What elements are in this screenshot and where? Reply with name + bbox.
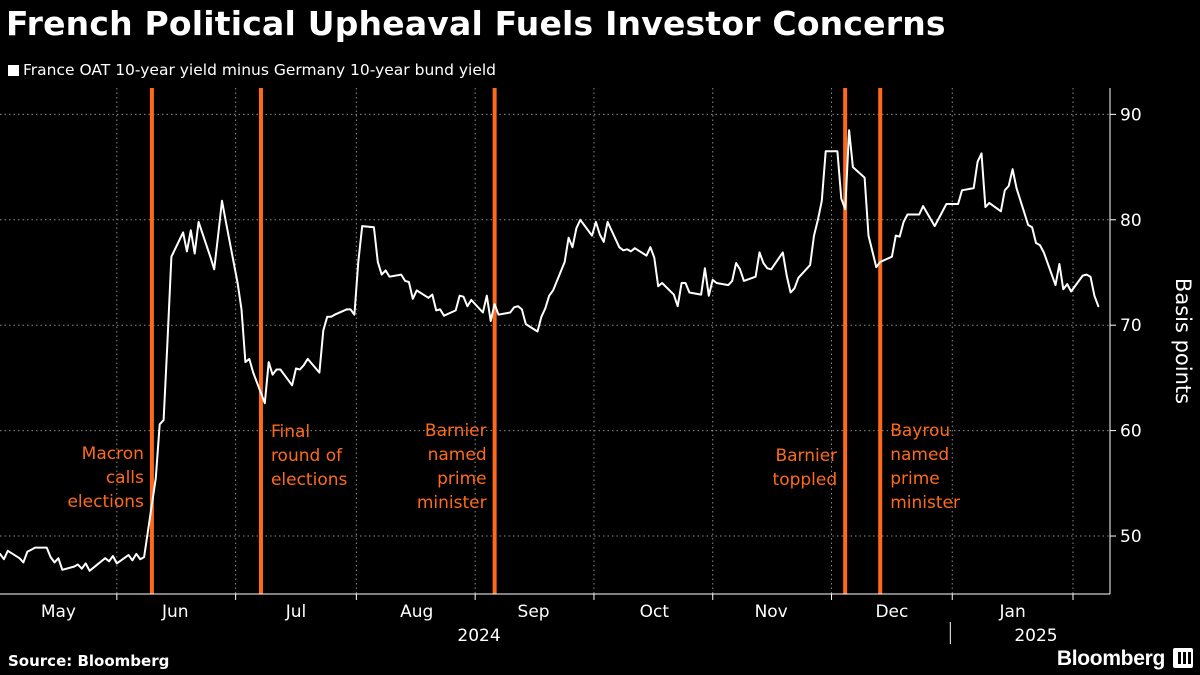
y-tick-label: 80 [1120,211,1142,231]
x-tick-label: Jul [285,602,307,622]
x-tick-label: Jun [161,602,189,622]
brand-wordmark: Bloomberg [1056,647,1165,670]
series-layer [0,129,1100,572]
event-label: Barnier named prime minister [417,421,487,513]
event-label-line: Bayrou [890,421,950,441]
legend-swatch [8,64,19,76]
event-label-line: elections [67,492,144,512]
x-tick-label: Sep [518,602,550,622]
event-label-line: prime [437,469,487,489]
year-label: 2024 [457,626,500,646]
event-label: Barnier toppled [773,446,838,490]
event-label-line: named [890,445,949,465]
event-label-line: toppled [773,470,838,490]
y-tick-label: 70 [1120,316,1142,336]
event-label-line: calls [106,468,144,488]
y-axis-title: Basis points [1171,278,1195,404]
y-tick-label: 50 [1120,527,1142,547]
legend: France OAT 10-year yield minus Germany 1… [8,61,496,79]
year-label: 2025 [1014,626,1057,646]
event-label-line: prime [890,469,940,489]
x-tick-label: Aug [400,602,433,622]
event-layer: Macron calls elections Final round of electio… [67,88,960,594]
brand-logo-icon [1173,648,1193,668]
axis-layer: 50 60 70 80 90 May Jun Jul Aug Sep Oct Nov Dec Jan 202… [0,88,1195,646]
legend-label: France OAT 10-year yield minus Germany 1… [23,61,497,79]
x-tick-label: Jan [999,602,1026,622]
x-tick-label: Oct [640,602,670,622]
series-line [0,129,1100,572]
event-label-line: elections [271,470,348,490]
chart-title: French Political Upheaval Fuels Investor… [6,4,946,43]
y-tick-label: 60 [1120,422,1142,442]
x-tick-label: Dec [875,602,908,622]
x-tick-label: May [41,602,76,622]
event-label-line: Final [271,422,310,442]
y-tick-label: 90 [1120,105,1142,125]
event-label-line: named [428,445,487,465]
event-label-line: minister [890,493,960,513]
event-label-line: Barnier [775,446,837,466]
event-label: Final round of elections [271,422,348,490]
event-label-line: minister [417,493,487,513]
grid-layer [0,88,1110,594]
event-label: Bayrou named prime minister [890,421,960,513]
source-note: Source: Bloomberg [8,652,170,670]
x-tick-label: Nov [755,602,788,622]
event-label-line: round of [271,446,343,466]
event-label-line: Macron [82,444,144,464]
event-label-line: Barnier [425,421,487,441]
event-label: Macron calls elections [67,444,144,512]
